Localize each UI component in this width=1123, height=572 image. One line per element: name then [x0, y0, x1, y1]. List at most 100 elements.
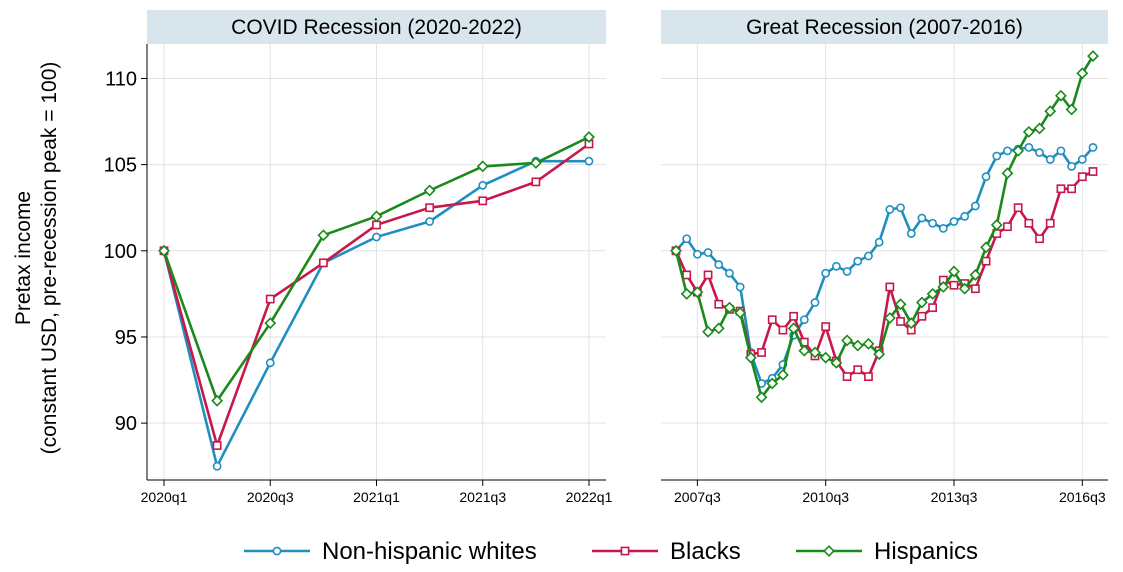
series-line — [674, 55, 1095, 399]
data-point — [1088, 142, 1098, 152]
data-point — [949, 280, 959, 290]
data-point — [958, 282, 971, 295]
data-point — [798, 344, 811, 357]
data-point — [1067, 184, 1077, 194]
data-point — [370, 210, 383, 223]
x-tick-label: 2007q3 — [674, 489, 721, 505]
chart-panel-1: COVID Recession (2020-2022) 90 95 100 105 110… — [104, 10, 613, 505]
data-point — [425, 203, 435, 213]
data-point — [885, 282, 895, 292]
y-axis-title-line1: Pretax income — [12, 191, 35, 325]
data-point — [789, 311, 799, 321]
data-point — [531, 177, 541, 187]
x-tick-label: 2021q1 — [353, 489, 400, 505]
data-point — [1076, 67, 1089, 80]
data-point — [1087, 50, 1099, 62]
panel-title-strip — [661, 10, 1108, 44]
data-point — [821, 322, 831, 332]
data-point — [670, 244, 682, 257]
data-point — [853, 256, 863, 266]
data-point — [917, 213, 927, 223]
data-point — [1013, 203, 1023, 213]
data-point — [1022, 125, 1035, 138]
data-point — [317, 229, 330, 242]
data-point — [809, 346, 821, 359]
data-point — [691, 286, 704, 299]
data-point — [906, 229, 916, 238]
data-point — [787, 322, 800, 335]
data-point — [372, 232, 381, 242]
data-point — [1035, 234, 1044, 244]
data-point — [799, 315, 809, 325]
legend-label: Hispanics — [874, 538, 978, 565]
series-line — [675, 146, 1094, 385]
data-point — [969, 268, 982, 281]
data-point — [970, 284, 980, 294]
data-point — [926, 287, 939, 300]
data-point — [831, 261, 841, 271]
data-point — [1003, 222, 1012, 232]
y-axis-title: Pretax income (constant USD, pre-recessi… — [12, 62, 61, 455]
data-point — [981, 172, 991, 182]
data-point — [583, 131, 595, 143]
y-tick-label: 100 — [104, 241, 137, 263]
chart-panels: COVID Recession (2020-2022) 90 95 100 105 110… — [104, 10, 1108, 505]
data-point — [810, 298, 820, 307]
data-point — [744, 351, 757, 364]
legend-label: Non-hispanic whites — [322, 538, 537, 565]
data-point — [1024, 142, 1034, 152]
data-point — [1045, 218, 1055, 228]
data-point — [766, 377, 779, 390]
data-point — [915, 296, 928, 309]
data-point — [819, 351, 832, 364]
data-point — [1044, 105, 1057, 118]
y-tick-label: 90 — [115, 413, 137, 435]
x-tick-label: 2020q3 — [247, 489, 294, 505]
legend-marker — [620, 546, 630, 556]
data-point — [755, 391, 768, 404]
data-point — [264, 317, 277, 330]
data-point — [680, 287, 693, 300]
legend-marker — [272, 546, 282, 556]
data-point — [1001, 167, 1014, 180]
x-tick-label: 2022q1 — [566, 489, 613, 505]
data-point — [476, 160, 489, 173]
data-point — [372, 220, 381, 230]
data-point — [778, 325, 788, 335]
data-point — [703, 270, 713, 280]
data-point — [960, 211, 970, 221]
x-tick-label: 2020q1 — [141, 489, 188, 505]
data-point — [821, 268, 831, 278]
legend-label: Blacks — [670, 538, 741, 565]
data-point — [423, 184, 436, 197]
data-point — [937, 281, 950, 293]
legend-item: Hispanics — [796, 538, 978, 565]
data-point — [873, 348, 886, 361]
data-point — [842, 267, 852, 276]
data-point — [682, 234, 692, 244]
data-point — [928, 218, 938, 228]
data-point — [1077, 155, 1087, 164]
data-point — [864, 372, 873, 382]
data-point — [265, 294, 275, 304]
data-point — [905, 317, 918, 330]
data-point — [841, 334, 854, 347]
x-tick-label: 2010q3 — [802, 489, 849, 505]
data-point — [692, 249, 702, 259]
series-hispanics — [670, 50, 1099, 404]
y-axis-title-line2: (constant USD, pre-recession peak = 100) — [38, 62, 61, 455]
data-point — [1024, 218, 1034, 228]
data-point — [896, 317, 905, 326]
series-line — [674, 170, 1094, 378]
data-point — [948, 265, 960, 278]
data-point — [212, 441, 222, 450]
data-point — [725, 268, 734, 278]
data-point — [478, 196, 488, 206]
data-point — [158, 244, 170, 257]
data-point — [767, 315, 777, 325]
data-point — [830, 356, 843, 369]
data-point — [212, 461, 222, 471]
data-point — [851, 339, 864, 352]
data-point — [265, 358, 275, 368]
